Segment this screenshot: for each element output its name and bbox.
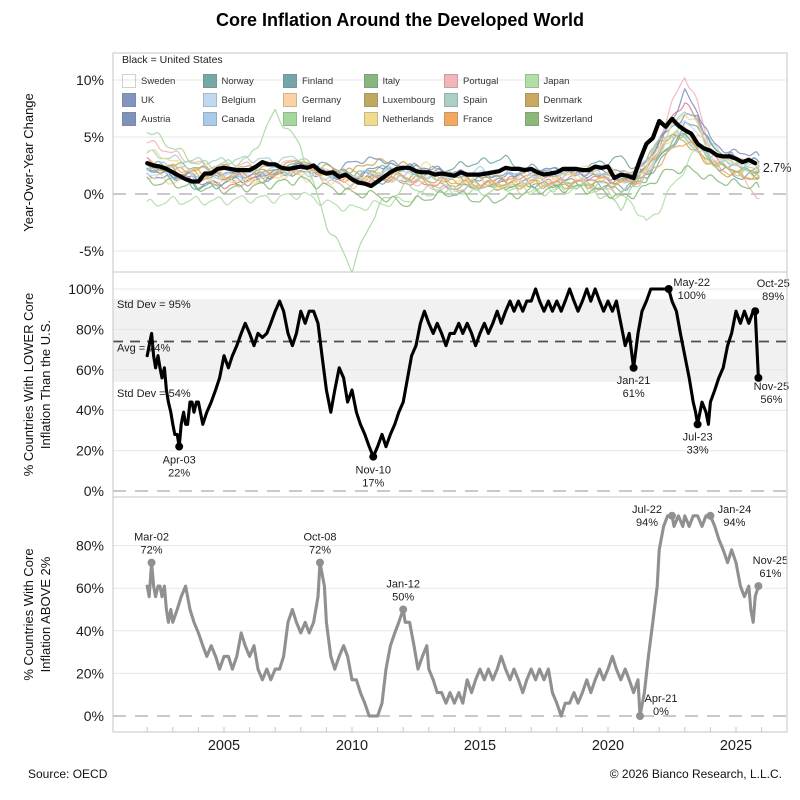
y-tick-label: 40% (76, 623, 104, 639)
y-axis-title: Inflation Than the U.S. (38, 320, 53, 449)
annotation-value: 56% (760, 394, 782, 406)
y-tick-label: 0% (84, 186, 104, 202)
annotation-value: 72% (141, 545, 163, 557)
panel-yoy: -5% 0% 5% 10% 2.7% Year-Over-Year Change (21, 52, 792, 274)
y-tick-label: 40% (76, 402, 104, 418)
panel-border (112, 496, 788, 733)
y-axis-title: Year-Over-Year Change (21, 93, 36, 232)
annotation-dot (751, 307, 760, 316)
x-tick-label: 2005 (208, 738, 240, 754)
panel-lower-than-us: 0% 20% 40% 60% 80% 100% Std Dev = 95% Avg = 74%… (21, 271, 790, 499)
series-line-switzerland (146, 165, 760, 208)
annotation-dot (636, 712, 644, 720)
main-line-above-2pct (145, 514, 760, 718)
y-tick-label: 100% (68, 281, 104, 297)
y-tick-label: -5% (79, 243, 104, 259)
annotation-value: 50% (392, 592, 414, 604)
y-tick-label: 80% (76, 538, 104, 554)
x-tick-label: 2025 (720, 738, 752, 754)
annotation-date: Nov-10 (356, 465, 391, 477)
annotation-value: 61% (623, 388, 645, 400)
annotation-date: Jan-24 (718, 504, 752, 516)
annotation-dot (399, 605, 408, 614)
annotation-date: Oct-25 (757, 278, 790, 290)
annotation-value: 72% (309, 545, 331, 557)
series-line-ireland (146, 108, 760, 274)
page-title: Core Inflation Around the Developed Worl… (215, 10, 584, 30)
annotation-dot (629, 363, 638, 372)
series-line-japan (146, 142, 760, 221)
annotation-dot (706, 511, 715, 520)
us-line (145, 116, 758, 189)
annotation-date: Jan-12 (386, 579, 420, 591)
series-line-netherlands (146, 113, 760, 188)
annotation-date: May-22 (673, 277, 710, 289)
us-end-value-label: 2.7% (763, 161, 792, 175)
copyright-note: © 2026 Bianco Research, L.L.C. (609, 767, 782, 781)
y-tick-label: 5% (84, 129, 104, 145)
y-axis-title: Inflation ABOVE 2% (38, 556, 53, 672)
annotation-dot (754, 582, 763, 591)
y-tick-label: 0% (84, 708, 104, 724)
annotation-value: 61% (759, 568, 781, 580)
y-tick-label: 60% (76, 362, 104, 378)
y-tick-label: 20% (76, 443, 104, 459)
panel-above-2pct: 0%20%40%60%80% Mar-0272%Oct-0872%Jan-1250… (21, 496, 788, 754)
annotation-date: Jul-23 (683, 431, 713, 443)
series-line-portugal (146, 77, 760, 200)
annotation-date: Jul-22 (632, 504, 662, 516)
y-axis-title: % Countries With Core (21, 548, 36, 680)
annotation-dot (668, 511, 676, 520)
annotation-value: 100% (678, 290, 706, 302)
x-tick-label: 2020 (592, 738, 624, 754)
annotation-date: Jan-21 (617, 375, 651, 387)
main-line-lower-than-us (145, 287, 760, 459)
std-dev-band (113, 299, 787, 382)
annotation-date: Mar-02 (134, 532, 169, 544)
annotation-date: Nov-25 (753, 555, 788, 567)
source-note: Source: OECD (28, 767, 108, 781)
annotation-dot (147, 558, 156, 567)
annotation-value: 94% (636, 517, 658, 529)
y-tick-label: 80% (76, 321, 104, 337)
annotation-date: Oct-08 (303, 532, 336, 544)
annotation-date: Apr-21 (644, 693, 677, 705)
annotation-value: 94% (723, 517, 745, 529)
ref-label: Std Dev = 54% (117, 388, 191, 400)
annotation-value: 22% (168, 468, 190, 480)
panel-border (112, 52, 788, 273)
annotation-value: 89% (762, 291, 784, 303)
y-tick-label: 60% (76, 580, 104, 596)
annotation-dot (664, 285, 673, 293)
annotation-dot (754, 373, 763, 382)
annotation-value: 33% (687, 444, 709, 456)
annotation-date: Nov-25 (754, 381, 789, 393)
annotation-dot (369, 452, 378, 461)
annotation-value: 17% (362, 478, 384, 490)
annotation-dot (175, 442, 184, 451)
y-tick-label: 0% (84, 483, 104, 499)
ref-label: Avg = 74% (117, 343, 171, 355)
annotation-date: Apr-03 (163, 455, 196, 467)
annotation-dot (693, 420, 702, 429)
y-tick-label: 10% (76, 72, 104, 88)
x-tick-label: 2015 (464, 738, 496, 754)
series-line-france (146, 141, 760, 188)
ref-label: Std Dev = 95% (117, 299, 191, 311)
annotation-dot (316, 558, 324, 567)
y-tick-label: 20% (76, 665, 104, 681)
annotation-value: 0% (653, 706, 669, 718)
x-tick-label: 2010 (336, 738, 368, 754)
y-axis-title: % Countries With LOWER Core (21, 293, 36, 477)
